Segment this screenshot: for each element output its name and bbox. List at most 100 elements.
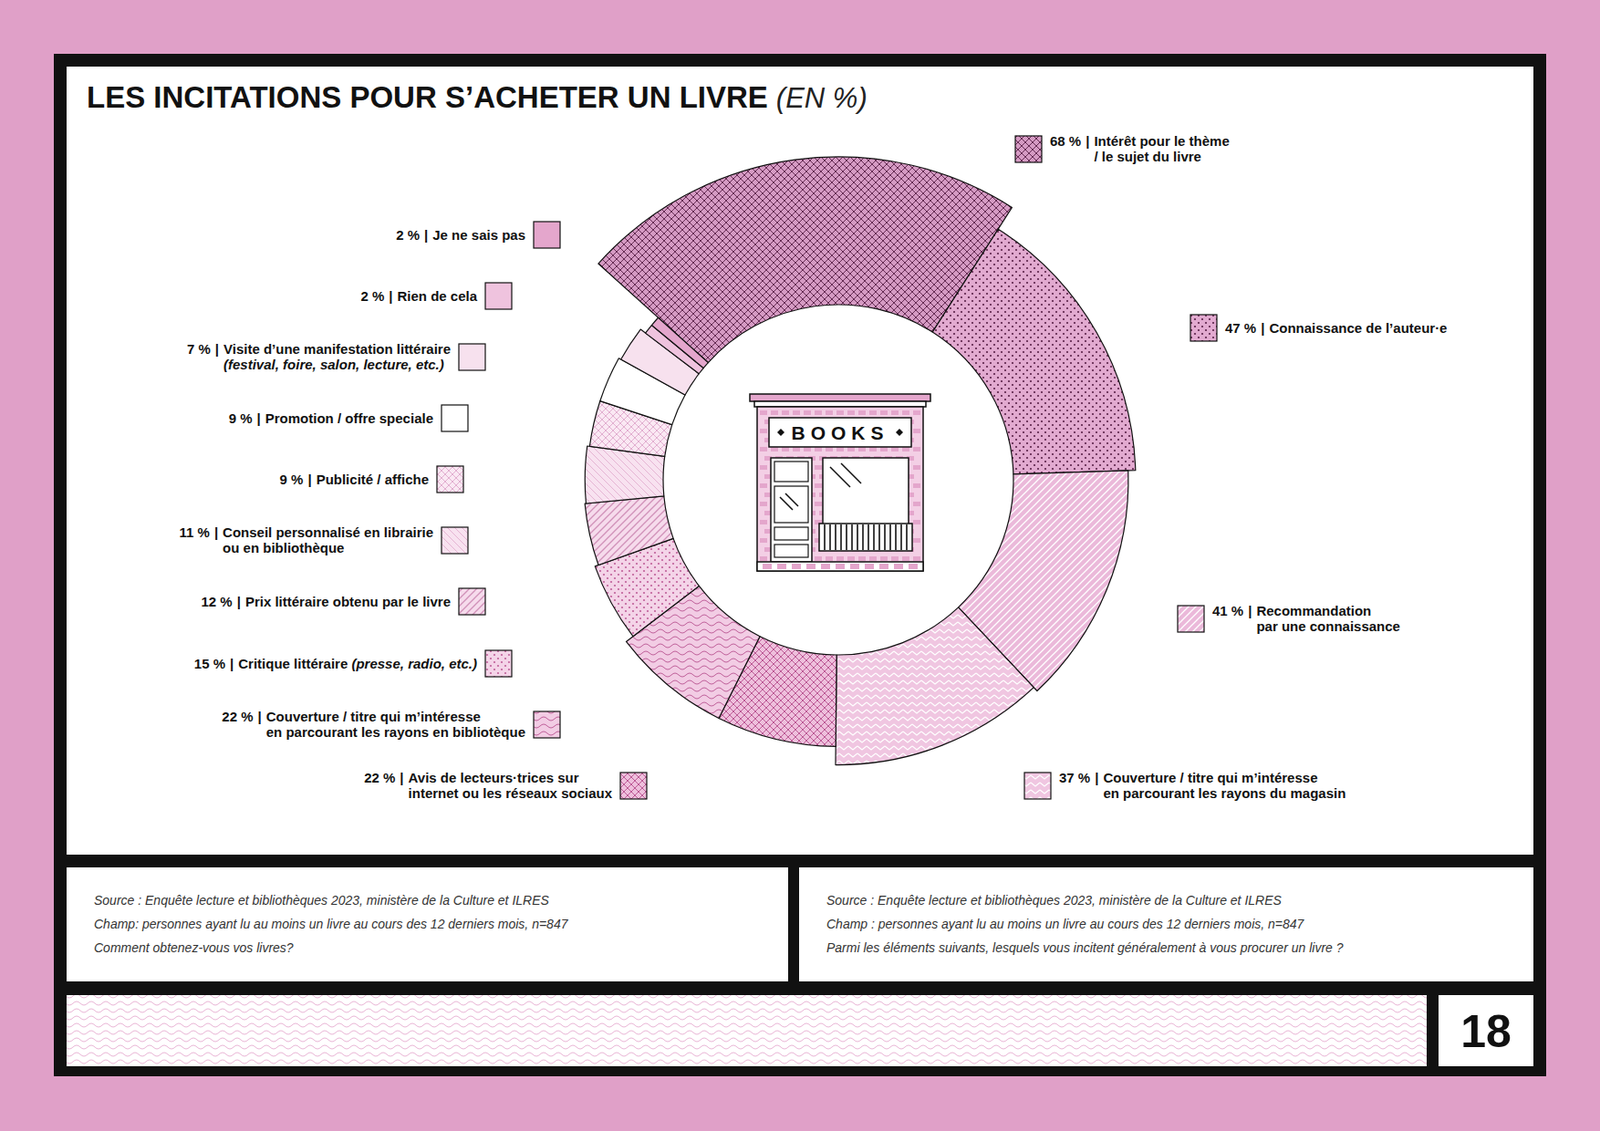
source-box (799, 867, 1534, 982)
legend-entry: 2 %|Rien de cela (360, 282, 512, 310)
icon-brick (902, 410, 910, 416)
slice (932, 228, 1136, 475)
icon-brick (913, 519, 921, 525)
legend-value: 68 % (1049, 133, 1081, 149)
legend-value: 2 % (360, 288, 385, 304)
legend-entry: 41 %|Recommandationpar une connaissance (1177, 602, 1401, 634)
legend-swatch (458, 588, 486, 615)
icon-brick (913, 556, 921, 562)
legend-label: en parcourant les rayons du magasin (1102, 785, 1346, 801)
icon-bar (823, 524, 826, 551)
legend-entry: 68 %|Intérêt pour le thème/ le sujet du … (1015, 133, 1230, 165)
icon-brick (814, 483, 822, 489)
icon-door-pane (774, 544, 809, 558)
icon-brick (825, 556, 833, 562)
icon-brick (762, 563, 772, 570)
legend-label: Publicité / affiche (316, 471, 429, 488)
legend-entry: 9 %|Publicité / affiche (280, 466, 464, 493)
icon-brick (825, 410, 833, 416)
icon-brick (759, 446, 768, 452)
legend-swatch (1015, 135, 1042, 163)
legend-entry: 7 %|Visite d’une manifestation littérair… (187, 341, 486, 373)
legend-label-part: (presse, radio, etc.) (351, 655, 478, 672)
icon-brick (913, 446, 921, 452)
legend-value: 22 % (363, 769, 395, 786)
source-note: Parmi les éléments suivants, lesquels vo… (826, 940, 1344, 956)
page-number-box (1438, 995, 1534, 1067)
legend-value: 9 % (280, 471, 304, 488)
icon-brick (814, 465, 822, 470)
icon-bar (867, 524, 870, 551)
legend-value: 37 % (1059, 769, 1091, 786)
icon-brick (913, 483, 921, 489)
icon-facade (757, 406, 924, 572)
legend-label-part: Promotion / offre speciale (265, 410, 434, 426)
icon-brick (880, 410, 888, 416)
icon-brick (891, 410, 899, 416)
icon-bar (840, 524, 842, 551)
legend-label: Visite d’une manifestation littéraire (223, 341, 451, 357)
icon-brick (792, 410, 800, 416)
legend-label-part: Critique littéraire (238, 655, 352, 672)
legend-entry: 22 %|Avis de lecteurs·trices surinternet… (363, 769, 647, 801)
icon-brick (858, 410, 866, 416)
frame (53, 53, 1547, 1077)
icon-sign (768, 417, 912, 447)
icon-door-pane (774, 486, 809, 523)
legend-separator: | (1247, 602, 1252, 619)
icon-brick (836, 556, 844, 562)
icon-cornice (754, 401, 926, 407)
slice (651, 317, 708, 368)
icon-door-pane (774, 461, 809, 482)
icon-brick (902, 556, 910, 562)
legend-label-part: ou en bibliothèque (222, 540, 344, 556)
title: LES INCITATIONS POUR S’ACHETER UN LIVRE (86, 80, 769, 115)
legend-separator: | (1260, 320, 1265, 336)
icon-bar (851, 524, 853, 551)
legend: 68 %|Intérêt pour le thème/ le sujet du … (179, 133, 1448, 801)
legend-label-part: Couverture / titre qui m’intéresse (1102, 769, 1318, 786)
icon-bar (900, 524, 903, 551)
legend-value: 9 % (228, 410, 253, 426)
icon-brick (847, 410, 855, 416)
shop-icon: BOOKS (749, 394, 931, 572)
legend-swatch (1190, 314, 1217, 342)
legend-separator: | (399, 769, 404, 786)
legend-separator: | (258, 708, 262, 725)
icon-bar (894, 524, 897, 551)
legend-swatch (441, 405, 468, 432)
legend-label-part: Connaissance de l’auteur·e (1268, 320, 1447, 336)
source-box (66, 867, 789, 982)
legend-label: Conseil personnalisé en librairie (222, 524, 434, 541)
icon-door (770, 457, 812, 562)
icon-brick (777, 563, 787, 570)
legend-swatch (533, 221, 561, 249)
legend-label-part: Recommandation (1256, 602, 1372, 619)
icon-bar (883, 524, 886, 551)
icon-window (822, 457, 909, 526)
legend-label: / le sujet du livre (1093, 148, 1202, 165)
legend-separator: | (1094, 769, 1099, 786)
legend-value: 15 % (194, 655, 226, 672)
legend-value: 22 % (221, 708, 253, 725)
icon-brick (880, 556, 888, 562)
legend-label: par une connaissance (1256, 618, 1401, 634)
legend-label: Prix littéraire obtenu par le livre (245, 593, 451, 610)
background (0, 0, 1600, 1131)
legend-label: internet ou les réseaux sociaux (408, 785, 613, 801)
legend-label-part: Visite d’une manifestation littéraire (223, 341, 451, 357)
legend-swatch (533, 711, 561, 738)
legend-label-part: Conseil personnalisé en librairie (222, 524, 434, 541)
page-number: 18 (1460, 1006, 1512, 1058)
source-note: Champ: personnes ayant lu au moins un li… (93, 916, 570, 932)
legend-label: Critique littéraire (presse, radio, etc.… (238, 655, 478, 672)
icon-door-pane (774, 527, 809, 541)
legend-separator: | (388, 288, 393, 304)
legend-separator: | (424, 227, 428, 243)
legend-separator: | (307, 471, 312, 488)
icon-brick (759, 428, 768, 434)
icon-brick (814, 556, 822, 562)
legend-label: Couverture / titre qui m’intéresse (266, 708, 481, 725)
icon-bar (905, 524, 908, 551)
legend-entry: 22 %|Couverture / titre qui m’intéressee… (221, 708, 561, 740)
